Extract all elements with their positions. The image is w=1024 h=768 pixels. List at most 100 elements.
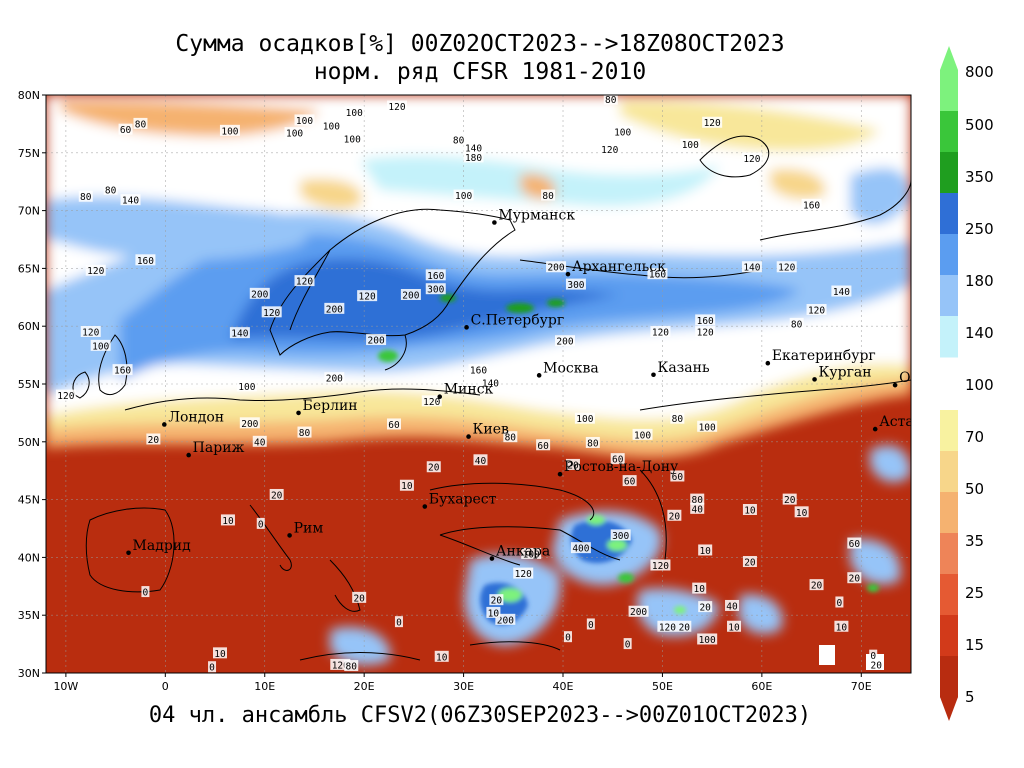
colorbar-level-label: 5	[965, 688, 975, 706]
contour-label: 140	[122, 196, 139, 207]
contour-label: 100	[634, 430, 651, 441]
contour-label-bg	[789, 317, 804, 329]
lat-tick-label: 65N	[18, 262, 40, 275]
contour-label: 160	[470, 366, 487, 377]
contour-label-bg	[486, 606, 501, 618]
contour-label-bg	[212, 647, 227, 659]
colorbar-arrow-top	[940, 46, 958, 70]
contour-label: 120	[704, 118, 721, 129]
contour-label-bg	[219, 124, 240, 136]
contour-label: 120	[263, 308, 280, 319]
contour-label: 0	[837, 598, 843, 609]
contour-label-bg	[690, 502, 705, 514]
contour-label: 10	[925, 641, 937, 652]
colorbar-level-label: 500	[965, 116, 994, 134]
contour-label: 200	[368, 336, 385, 347]
contour-label: 200	[241, 419, 258, 430]
contour-label-bg	[294, 275, 315, 287]
title-line-2: норм. ряд CFSR 1981-2010	[313, 59, 647, 85]
contour-label: 200	[251, 289, 268, 300]
contour-label: 100	[699, 422, 716, 433]
contour-label-bg	[622, 475, 637, 487]
contour-label: 200	[402, 290, 419, 301]
contour-label-bg	[628, 605, 649, 617]
contour-label-bg	[357, 290, 378, 302]
lat-tick-label: 45N	[18, 494, 40, 507]
contour-label: 100	[296, 116, 313, 127]
contour-label: 160	[137, 256, 154, 267]
contour-label: 140	[465, 144, 482, 155]
contour-label-bg	[434, 650, 449, 662]
contour-label: 100	[682, 140, 699, 151]
contour-label-bg	[670, 470, 685, 482]
contour-label: 0	[565, 633, 571, 644]
colorbar-swatch	[940, 615, 958, 657]
contour-label-bg	[55, 389, 76, 401]
contour-label: 10	[728, 622, 740, 633]
contour-label-bg	[468, 364, 489, 376]
contour-label-bg	[386, 100, 407, 112]
contour-label: 80	[135, 119, 147, 130]
contour-label: 20	[271, 490, 283, 501]
contour-label-bg	[386, 418, 401, 430]
lon-tick-label: 60E	[751, 680, 772, 693]
contour-label-bg	[344, 106, 365, 118]
colorbar: 800 500 350 250 180 140 100 70 50 35 25 15 5	[940, 46, 994, 721]
contour-label: 400	[572, 544, 589, 555]
contour-label-bg	[574, 412, 595, 424]
city-marker	[489, 556, 495, 561]
contour-label: 100	[323, 122, 340, 133]
city-label: Курган	[819, 364, 872, 380]
contour-label: 10	[796, 508, 808, 519]
contour-label-bg	[426, 461, 441, 473]
lat-tick-label: 55N	[18, 378, 40, 391]
lon-tick-label: 70E	[851, 680, 872, 693]
contour-label-bg	[78, 190, 93, 202]
contour-label-bg	[294, 114, 315, 126]
contour-label-bg	[667, 509, 682, 521]
city-marker	[765, 360, 771, 366]
contour-label: 80	[672, 414, 684, 425]
contour-label: 180	[465, 153, 482, 164]
contour-label-bg	[284, 127, 305, 139]
contour-label-bg	[599, 143, 620, 155]
contour-label: 40	[475, 456, 487, 467]
contour-label: 10	[699, 546, 711, 557]
contour-label: 160	[697, 316, 714, 327]
contour-label: 10	[401, 481, 413, 492]
contour-label-bg	[425, 283, 446, 295]
city-label: Ростов-на-Дону	[564, 459, 679, 475]
contour-label: 120	[697, 327, 714, 338]
contour-label-bg	[503, 431, 518, 443]
contour-label-bg	[677, 620, 692, 632]
contour-label: 0	[870, 651, 876, 662]
lon-tick-label: 10W	[53, 680, 78, 693]
contour-label: 160	[114, 366, 131, 377]
contour-label-bg	[249, 287, 270, 299]
contour-label-bg	[112, 364, 133, 376]
contour-label: 120	[296, 277, 313, 288]
contour-label-bg	[321, 120, 342, 132]
longitude-axis: 10W 0 10E 20E 30E 40E 50E 60E 70E	[53, 673, 872, 693]
contour-label-bg	[610, 453, 625, 465]
city-marker	[126, 550, 131, 556]
city-label: Астана	[879, 414, 931, 430]
contour-label: 140	[833, 287, 850, 298]
contour-label-bg	[692, 582, 707, 594]
contour-label-bg	[141, 586, 150, 598]
contour-label: 120	[359, 292, 376, 303]
contour-label: 100	[221, 126, 238, 137]
coastlines	[72, 135, 911, 661]
contour-label: 100	[699, 635, 716, 646]
contour-label-bg	[85, 264, 106, 276]
contour-label-bg	[741, 261, 762, 273]
title-line-1: Сумма осадков[%] 00Z02OCT2023-->18Z08OCT…	[175, 31, 785, 57]
contour-label-bg	[809, 579, 824, 591]
contour-label: 120	[652, 327, 669, 338]
colorbar-swatch	[940, 111, 958, 153]
contour-label-bg	[612, 125, 633, 137]
contour-label-bg	[451, 134, 466, 146]
contour-label: 10	[836, 622, 848, 633]
city-marker	[422, 504, 428, 509]
